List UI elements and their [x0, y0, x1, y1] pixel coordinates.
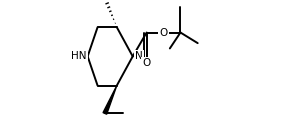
- Text: O: O: [143, 58, 151, 68]
- Text: N: N: [135, 51, 143, 61]
- Text: O: O: [159, 27, 167, 38]
- Text: HN: HN: [72, 51, 87, 61]
- Polygon shape: [103, 86, 117, 114]
